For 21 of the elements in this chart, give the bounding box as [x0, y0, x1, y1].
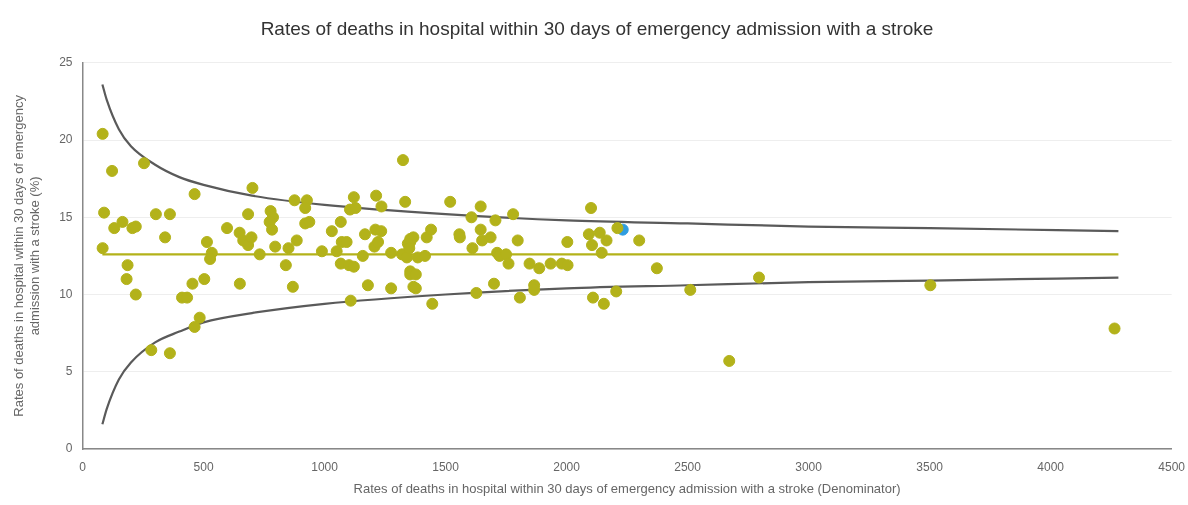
x-tick-label: 2000 [553, 459, 581, 474]
y-tick-label: 0 [65, 441, 73, 456]
x-tick-label: 4000 [1037, 459, 1065, 474]
line-series [101, 83, 1120, 233]
y-tick-label: 5 [65, 364, 73, 379]
x-axis-title: Rates of deaths in hospital within 30 days of emergency admission with a stroke (Denominator) [353, 480, 901, 496]
x-tick-label: 1500 [432, 459, 460, 474]
x-tick-label: 2500 [674, 459, 702, 474]
x-tick-label: 3500 [916, 459, 944, 474]
y-tick-label: 20 [59, 132, 73, 147]
chart-title: Rates of deaths in hospital within 30 days of emergency admission with a stroke [260, 17, 934, 39]
x-tick-label: 500 [193, 459, 214, 474]
y-tick-label: 25 [59, 55, 73, 70]
y-tick-label: 10 [59, 286, 73, 301]
x-tick-label: 4500 [1158, 459, 1186, 474]
x-tick-label: 0 [79, 459, 87, 474]
x-tick-label: 1000 [311, 459, 339, 474]
line-series [101, 276, 1120, 426]
y-axis-title: Rates of deaths in hospital within 30 days of emergency admission with a stroke (%) [11, 94, 42, 417]
x-tick-label: 3000 [795, 459, 823, 474]
y-tick-label: 15 [59, 209, 73, 224]
